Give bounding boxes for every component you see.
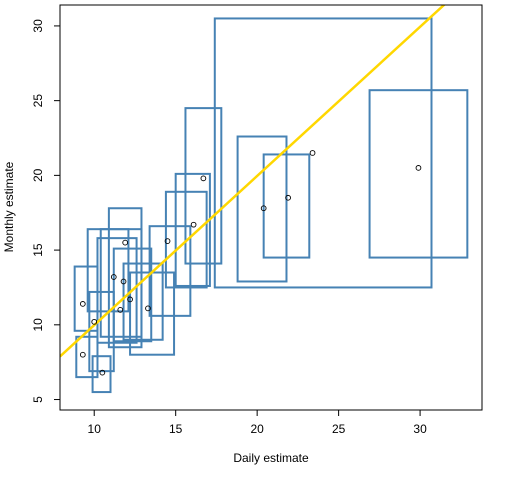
interval-box <box>174 172 211 287</box>
data-point <box>79 301 86 307</box>
interval-box <box>73 265 99 332</box>
data-points <box>79 150 422 376</box>
interval-box <box>107 207 143 349</box>
data-point <box>110 274 117 280</box>
interval-box <box>236 135 288 283</box>
fit-line <box>60 5 446 358</box>
interval-box <box>148 225 192 317</box>
interval-box <box>213 17 433 289</box>
data-point <box>190 221 197 228</box>
y-tick-label: 20 <box>31 168 45 182</box>
y-tick-label: 25 <box>31 94 45 108</box>
y-axis: 5 10 15 20 25 30 <box>31 19 60 403</box>
plot-frame <box>59 4 483 411</box>
interval-box <box>96 237 138 344</box>
data-point <box>79 351 86 358</box>
x-tick-label: 20 <box>250 422 264 436</box>
data-point <box>164 238 171 244</box>
x-tick-label: 25 <box>332 422 346 436</box>
interval-box <box>91 355 112 394</box>
data-point <box>415 165 422 171</box>
data-point <box>117 307 124 313</box>
data-point <box>122 239 129 246</box>
x-axis: 10 15 20 25 30 <box>88 410 427 436</box>
y-tick-label: 10 <box>31 318 45 332</box>
interval-boxes <box>73 17 469 394</box>
data-point <box>200 175 207 182</box>
data-point <box>309 150 316 156</box>
fit-line-layer <box>60 5 446 358</box>
data-point <box>91 318 98 325</box>
data-point <box>120 278 127 285</box>
y-tick-label: 5 <box>31 396 45 403</box>
interval-box <box>184 107 223 265</box>
y-tick-label: 15 <box>31 243 45 257</box>
interval-box <box>112 247 153 343</box>
data-point <box>285 194 291 201</box>
interval-box <box>368 89 469 259</box>
data-point <box>260 205 267 212</box>
data-point <box>145 305 151 312</box>
data-point <box>127 296 133 303</box>
interval-box <box>122 262 164 341</box>
y-axis-label: Monthly estimate <box>2 161 16 252</box>
x-tick-label: 30 <box>413 422 427 436</box>
interval-box <box>99 228 143 338</box>
x-tick-label: 10 <box>88 422 102 436</box>
x-tick-label: 15 <box>169 422 183 436</box>
data-point <box>99 369 106 376</box>
y-tick-label: 30 <box>31 19 45 33</box>
x-axis-label: Daily estimate <box>233 451 309 465</box>
